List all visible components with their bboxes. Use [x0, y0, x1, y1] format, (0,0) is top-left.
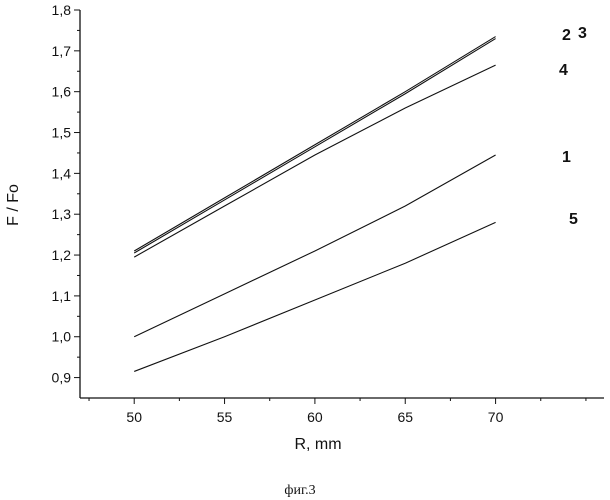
series-line-1 — [134, 155, 495, 337]
x-tick-label: 65 — [397, 409, 413, 425]
x-tick-label: 60 — [307, 409, 323, 425]
x-axis-title: R, mm — [294, 436, 341, 453]
curve-label-5: 5 — [569, 211, 578, 228]
y-axis-title: F / Fo — [5, 184, 22, 226]
x-tick-label: 70 — [488, 409, 504, 425]
figure-caption: фиг.3 — [284, 483, 315, 498]
ticks-layer — [74, 10, 586, 404]
y-tick-label: 1,2 — [52, 247, 72, 263]
series-line-4 — [134, 65, 495, 257]
y-tick-label: 1,0 — [52, 329, 72, 345]
y-tick-label: 1,7 — [52, 43, 72, 59]
curve-label-1: 1 — [562, 149, 571, 166]
curve-label-2: 2 — [562, 27, 571, 44]
series-line-3 — [134, 39, 495, 253]
curve-label-4: 4 — [559, 62, 568, 79]
y-tick-label: 0,9 — [52, 370, 72, 386]
curve-label-3: 3 — [578, 25, 587, 42]
y-tick-label: 1,6 — [52, 84, 72, 100]
series-line-2 — [134, 37, 495, 251]
y-tick-label: 1,4 — [52, 165, 72, 181]
y-tick-label: 1,1 — [52, 288, 72, 304]
series-layer — [134, 37, 495, 372]
y-tick-label: 1,5 — [52, 125, 72, 141]
labels-layer: 0,9 1,0 1,1 1,2 1,3 1,4 1,5 1,6 1,7 1,8 50 55 60 65 70… — [52, 2, 587, 425]
series-line-5 — [134, 222, 495, 371]
y-tick-label: 1,8 — [52, 2, 72, 18]
x-tick-label: 55 — [217, 409, 233, 425]
x-tick-label: 50 — [126, 409, 142, 425]
y-tick-label: 1,3 — [52, 206, 72, 222]
